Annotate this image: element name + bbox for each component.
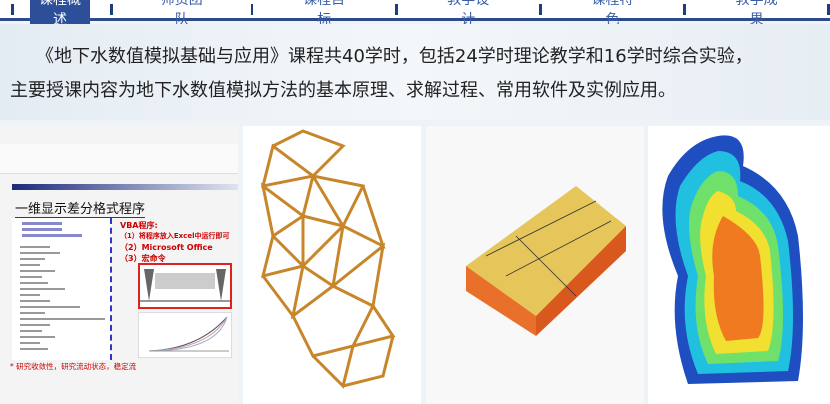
- intro-line-1: 《地下水数值模拟基础与应用》课程共40学时，包括24学时理论教学和16学时综合实…: [36, 46, 753, 67]
- nav-separator: [10, 3, 14, 15]
- vba-title: VBA程序:: [120, 221, 158, 230]
- aquifer-diagram: [138, 263, 232, 309]
- nav-separator: [110, 3, 113, 15]
- nav-separator: [827, 3, 830, 15]
- vba-item: （2）Microsoft Office: [120, 243, 213, 252]
- intro-line-2: 主要授课内容为地下水数值模拟方法的基本原理、求解过程、常用软件及实例应用。: [10, 80, 676, 101]
- triangular-mesh-image: [243, 126, 421, 404]
- nav-separator: [539, 3, 542, 15]
- contour-map-image: [648, 126, 830, 404]
- ribbon-toolbar: [0, 144, 238, 174]
- vba-notes: VBA程序: （1）将程序放入Excel中运行即可 （2）Microsoft O…: [120, 220, 229, 264]
- code-listing: [12, 218, 112, 360]
- slide-caption: * 研究收敛性，研究流动状态，稳定流: [10, 362, 137, 371]
- vba-item: （3）宏命令: [120, 254, 166, 263]
- nav-separator: [394, 3, 398, 15]
- slide-header-bar: [12, 184, 238, 190]
- top-nav: 课程概述 师资团队 课程目标 教学设计 课程特色 教学成果: [0, 0, 830, 30]
- slide-title: 一维显示差分格式程序: [15, 198, 146, 218]
- course-intro: 《地下水数值模拟基础与应用》课程共40学时，包括24学时理论教学和16学时综合实…: [0, 24, 830, 120]
- vba-item: （1）将程序放入Excel中运行即可: [120, 232, 230, 240]
- nav-separator: [250, 3, 254, 15]
- convergence-chart: [138, 312, 232, 358]
- 3d-groundwater-surface-image: [426, 126, 644, 404]
- slide-screenshot-image: 一维显示差分格式程序 VBA程序: （1）将程序放入Excel中运行即可 （2）…: [0, 126, 238, 404]
- nav-separator: [683, 3, 686, 15]
